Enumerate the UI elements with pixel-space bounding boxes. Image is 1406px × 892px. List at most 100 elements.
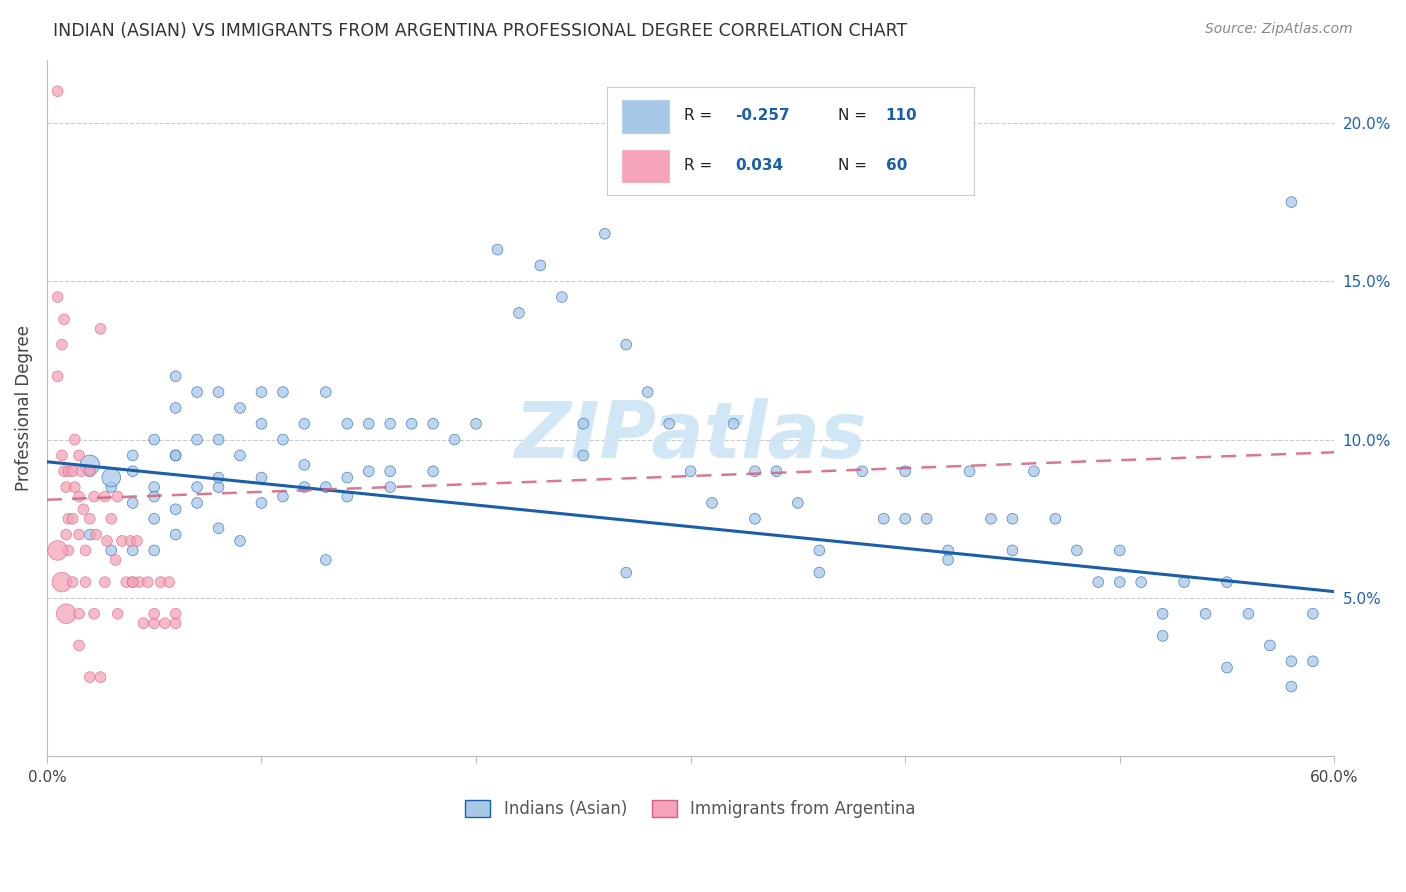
Text: INDIAN (ASIAN) VS IMMIGRANTS FROM ARGENTINA PROFESSIONAL DEGREE CORRELATION CHAR: INDIAN (ASIAN) VS IMMIGRANTS FROM ARGENT…: [53, 22, 908, 40]
Point: [1108, 575, 1130, 590]
Point: [1108, 543, 1130, 558]
Point: [1279, 195, 1302, 210]
Point: [614, 566, 637, 580]
Point: [1130, 575, 1153, 590]
Point: [250, 470, 273, 484]
Point: [100, 543, 122, 558]
Point: [465, 417, 488, 431]
Point: [723, 417, 745, 431]
Point: [100, 470, 122, 484]
Point: [936, 553, 959, 567]
Point: [107, 607, 129, 621]
Point: [271, 433, 294, 447]
Point: [157, 575, 180, 590]
Point: [115, 575, 138, 590]
Point: [1279, 654, 1302, 668]
Point: [79, 670, 101, 684]
Point: [271, 385, 294, 400]
Point: [143, 616, 166, 631]
Point: [53, 464, 76, 478]
Point: [186, 480, 208, 494]
Point: [894, 512, 917, 526]
Point: [808, 543, 831, 558]
Point: [357, 464, 380, 478]
Point: [121, 449, 143, 463]
Point: [120, 533, 142, 548]
Point: [186, 496, 208, 510]
Point: [51, 449, 73, 463]
Point: [79, 464, 101, 478]
Point: [121, 464, 143, 478]
Point: [72, 502, 94, 516]
Point: [422, 464, 444, 478]
Point: [75, 575, 97, 590]
Point: [53, 312, 76, 326]
Point: [83, 607, 105, 621]
Point: [58, 464, 80, 478]
Point: [1194, 607, 1216, 621]
Point: [132, 616, 155, 631]
Point: [1173, 575, 1195, 590]
Point: [786, 496, 808, 510]
Point: [980, 512, 1002, 526]
Y-axis label: Professional Degree: Professional Degree: [15, 325, 32, 491]
Point: [55, 527, 77, 541]
Point: [250, 385, 273, 400]
Point: [808, 566, 831, 580]
Point: [529, 259, 551, 273]
Point: [75, 543, 97, 558]
Point: [1216, 660, 1239, 674]
Point: [55, 480, 77, 494]
Point: [128, 575, 150, 590]
Point: [229, 401, 252, 415]
Point: [107, 490, 129, 504]
Point: [292, 480, 315, 494]
Point: [207, 433, 229, 447]
Point: [380, 464, 402, 478]
Point: [250, 496, 273, 510]
Point: [149, 575, 172, 590]
Point: [658, 417, 681, 431]
Point: [62, 512, 84, 526]
Point: [143, 490, 166, 504]
Point: [380, 480, 402, 494]
Point: [271, 490, 294, 504]
Point: [46, 84, 69, 98]
Point: [336, 417, 359, 431]
Point: [1216, 575, 1239, 590]
Point: [744, 464, 766, 478]
Point: [79, 464, 101, 478]
Point: [357, 417, 380, 431]
Point: [46, 543, 69, 558]
Point: [1237, 607, 1260, 621]
Point: [229, 449, 252, 463]
Point: [1279, 680, 1302, 694]
Point: [121, 575, 143, 590]
Point: [67, 639, 90, 653]
Point: [959, 464, 981, 478]
Point: [851, 464, 873, 478]
Point: [744, 512, 766, 526]
Point: [79, 458, 101, 472]
Point: [96, 533, 118, 548]
Point: [165, 369, 187, 384]
Point: [1022, 464, 1045, 478]
Point: [121, 543, 143, 558]
Point: [679, 464, 702, 478]
Point: [58, 543, 80, 558]
Point: [1045, 512, 1067, 526]
Point: [90, 670, 112, 684]
Point: [100, 480, 122, 494]
Point: [100, 512, 122, 526]
Point: [165, 401, 187, 415]
Point: [443, 433, 465, 447]
Point: [84, 527, 107, 541]
Point: [79, 527, 101, 541]
Point: [94, 575, 117, 590]
Point: [315, 480, 337, 494]
Point: [207, 521, 229, 535]
Point: [143, 480, 166, 494]
Point: [572, 417, 595, 431]
Point: [165, 607, 187, 621]
Point: [1302, 654, 1324, 668]
